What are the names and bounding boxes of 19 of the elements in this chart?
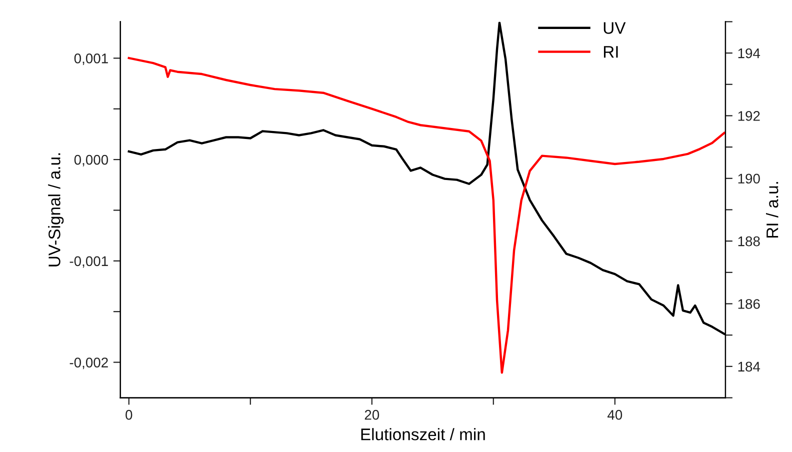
line-series [128, 56, 726, 374]
legend-label: RI [604, 46, 618, 58]
y2-tick-label: 184 [738, 362, 760, 372]
y-tick-label: 0,001 [74, 54, 108, 65]
y-tick-label: -0,002 [70, 358, 108, 370]
y-axis-title: UV-Signal / a.u. [48, 153, 64, 266]
y2-tick-label: 192 [738, 111, 760, 121]
x-axis-title: Elutionszeit / min [361, 428, 485, 440]
y2-tick-label: 188 [738, 236, 760, 246]
y2-tick-label: 186 [738, 299, 760, 309]
x-tick-label: 20 [364, 410, 380, 420]
y2-tick-label: 190 [738, 174, 760, 184]
x-tick-label: 0 [126, 410, 132, 420]
y-tick-label: -0,001 [70, 256, 108, 268]
y-tick-label: 0,000 [74, 154, 108, 166]
y2-axis-title: RI / a.u. [766, 182, 778, 238]
legend-label: UV [604, 22, 626, 34]
y2-tick-label: 194 [738, 48, 760, 58]
x-tick-label: 40 [608, 410, 622, 420]
